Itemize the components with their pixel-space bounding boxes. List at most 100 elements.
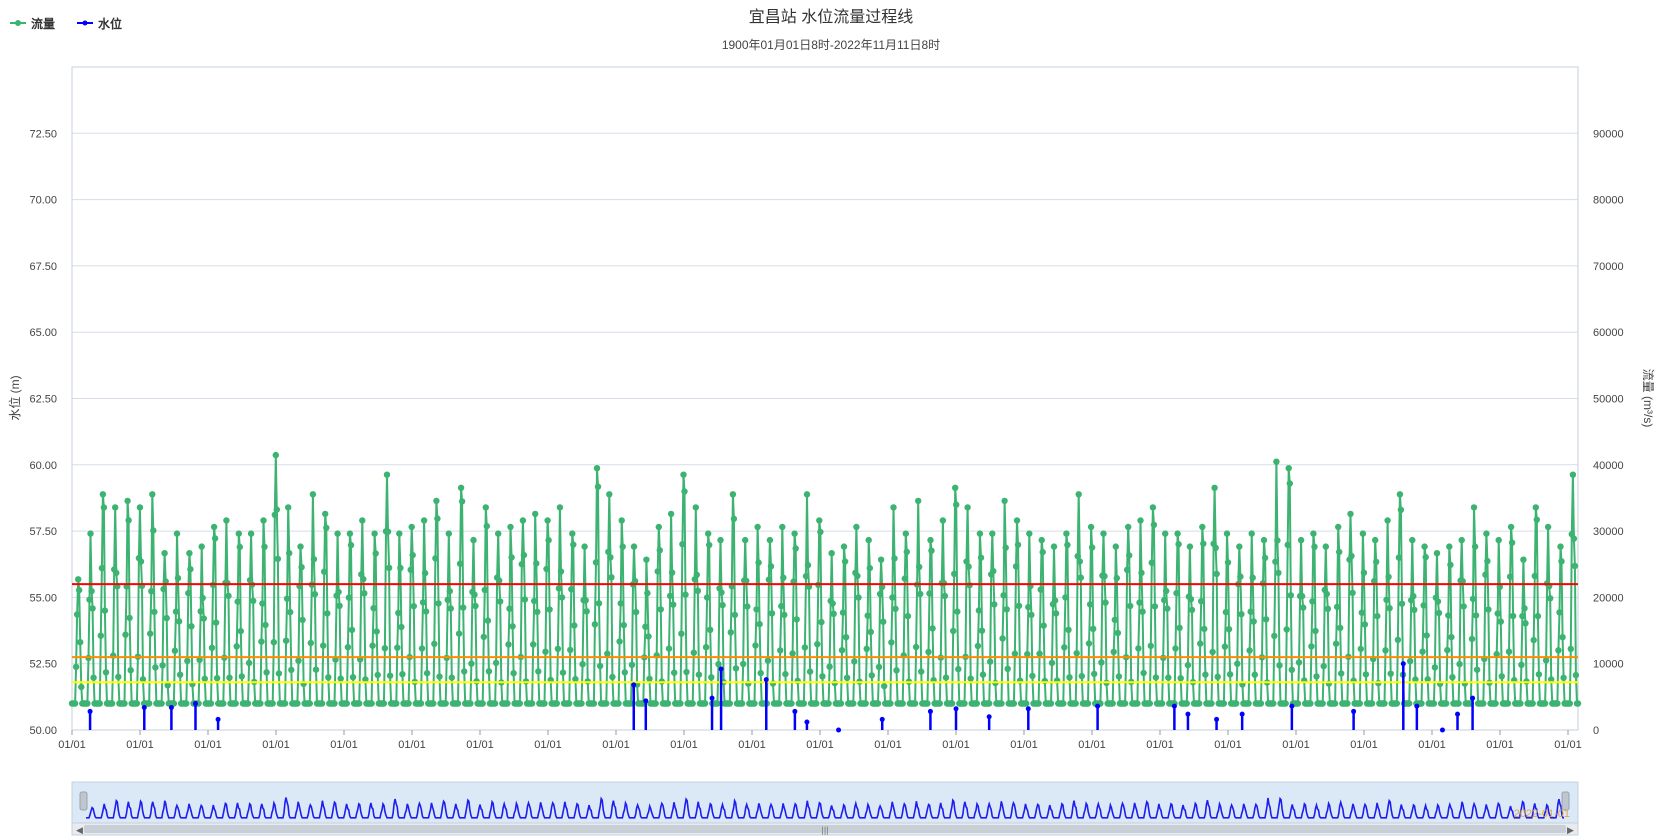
y-right-tick-labels: 0 10000 20000 30000 40000 50000 60000 70000 8000… bbox=[1593, 128, 1624, 737]
flow-point bbox=[1446, 543, 1453, 550]
flow-point bbox=[965, 563, 972, 570]
flow-point bbox=[245, 659, 253, 667]
level-point bbox=[192, 700, 198, 706]
flow-point bbox=[1270, 700, 1277, 707]
flow-point bbox=[306, 700, 313, 707]
flow-point bbox=[768, 610, 776, 617]
flow-point bbox=[1371, 577, 1378, 585]
flow-point bbox=[643, 556, 650, 563]
flow-point bbox=[975, 607, 983, 614]
level-point bbox=[1171, 703, 1177, 709]
flow-point bbox=[936, 700, 943, 707]
flow-point bbox=[152, 664, 159, 671]
flow-point bbox=[175, 618, 183, 625]
flow-point bbox=[838, 647, 846, 654]
level-point bbox=[87, 708, 93, 714]
scrollbar-right-arrow-icon[interactable]: ▶ bbox=[1567, 825, 1574, 835]
flow-point bbox=[657, 606, 664, 613]
flow-point bbox=[199, 594, 206, 602]
flow-point bbox=[1542, 657, 1550, 664]
scrollbar-left-arrow-icon[interactable]: ◀ bbox=[76, 825, 83, 835]
flow-point bbox=[1024, 651, 1031, 658]
flow-point bbox=[961, 700, 968, 707]
flow-point bbox=[1492, 700, 1499, 707]
flow-point bbox=[1087, 523, 1095, 531]
flow-point bbox=[1396, 491, 1404, 498]
legend-item-level[interactable]: 水位 bbox=[77, 16, 122, 31]
flow-point bbox=[1433, 550, 1441, 557]
flow-point bbox=[668, 569, 676, 576]
flow-point bbox=[543, 565, 550, 573]
flow-point bbox=[744, 603, 751, 610]
flow-point bbox=[1223, 530, 1231, 537]
y-right-tick-label: 90000 bbox=[1593, 128, 1624, 140]
flow-point bbox=[1225, 626, 1233, 633]
zoom-handle-right[interactable] bbox=[1561, 791, 1570, 811]
flow-point bbox=[472, 602, 479, 610]
flow-point bbox=[89, 605, 96, 612]
flow-point bbox=[1249, 574, 1256, 581]
flow-point bbox=[250, 597, 257, 605]
flow-point bbox=[1483, 530, 1490, 537]
level-point bbox=[1439, 727, 1445, 733]
zoom-handle-left[interactable] bbox=[79, 791, 88, 811]
flow-point bbox=[1398, 600, 1406, 607]
flow-point bbox=[1382, 647, 1389, 654]
flow-point bbox=[690, 649, 697, 656]
flow-point bbox=[1571, 562, 1579, 570]
scrollbar-grip-icon: ||| bbox=[821, 825, 828, 835]
legend[interactable]: 流量 水位 bbox=[10, 16, 122, 31]
flow-point bbox=[1102, 599, 1109, 606]
x-tick-labels: 01/01 01/01 01/01 01/01 01/01 01/01 01/01 01/01… bbox=[58, 730, 1582, 751]
flow-point bbox=[890, 504, 897, 511]
flow-point bbox=[927, 536, 934, 544]
flow-point bbox=[73, 611, 81, 618]
flow-point bbox=[1248, 530, 1255, 537]
flow-point bbox=[781, 611, 788, 619]
flow-point bbox=[1286, 480, 1294, 487]
flow-point bbox=[1336, 548, 1343, 556]
flow-point bbox=[951, 570, 958, 578]
flow-point bbox=[1385, 573, 1392, 581]
flow-point bbox=[88, 587, 95, 595]
flow-point bbox=[991, 601, 998, 608]
flow-point bbox=[915, 497, 922, 505]
flow-point bbox=[1084, 700, 1092, 707]
flow-point bbox=[619, 543, 626, 550]
flow-point bbox=[1518, 661, 1525, 668]
y-left-tick-label: 50.00 bbox=[29, 725, 57, 737]
flow-point bbox=[1411, 606, 1418, 613]
flow-point bbox=[1504, 700, 1512, 707]
flow-point bbox=[570, 541, 577, 548]
flow-point bbox=[1482, 571, 1489, 578]
flow-point bbox=[701, 700, 709, 707]
flow-point bbox=[185, 589, 192, 597]
flow-point bbox=[899, 700, 906, 707]
flow-point bbox=[281, 700, 289, 707]
flow-point bbox=[830, 610, 837, 617]
flow-point bbox=[590, 700, 598, 707]
flow-point bbox=[164, 682, 171, 689]
data-zoom-slider[interactable]: 2022-01-01 ◀ ▶ ||| bbox=[71, 781, 1579, 836]
flow-point bbox=[1226, 671, 1234, 678]
flow-point bbox=[1421, 543, 1428, 550]
flow-point bbox=[1319, 700, 1326, 707]
flow-point bbox=[310, 556, 318, 563]
flow-point bbox=[843, 674, 851, 681]
flow-point bbox=[1331, 700, 1339, 707]
scrollbar-thumb[interactable] bbox=[84, 825, 1566, 833]
legend-item-flow[interactable]: 流量 bbox=[10, 16, 55, 31]
flow-point bbox=[776, 700, 783, 707]
flow-point bbox=[1359, 530, 1367, 537]
flow-point bbox=[125, 517, 132, 524]
flow-point bbox=[1052, 610, 1060, 617]
flow-point bbox=[1026, 530, 1033, 537]
flow-point bbox=[989, 530, 996, 537]
flow-point bbox=[1101, 573, 1108, 580]
flow-point bbox=[108, 700, 116, 707]
flow-point bbox=[186, 550, 193, 557]
flow-point bbox=[496, 577, 503, 584]
flow-point bbox=[1495, 536, 1502, 544]
flow-point bbox=[1324, 605, 1332, 612]
flow-point bbox=[594, 483, 602, 490]
